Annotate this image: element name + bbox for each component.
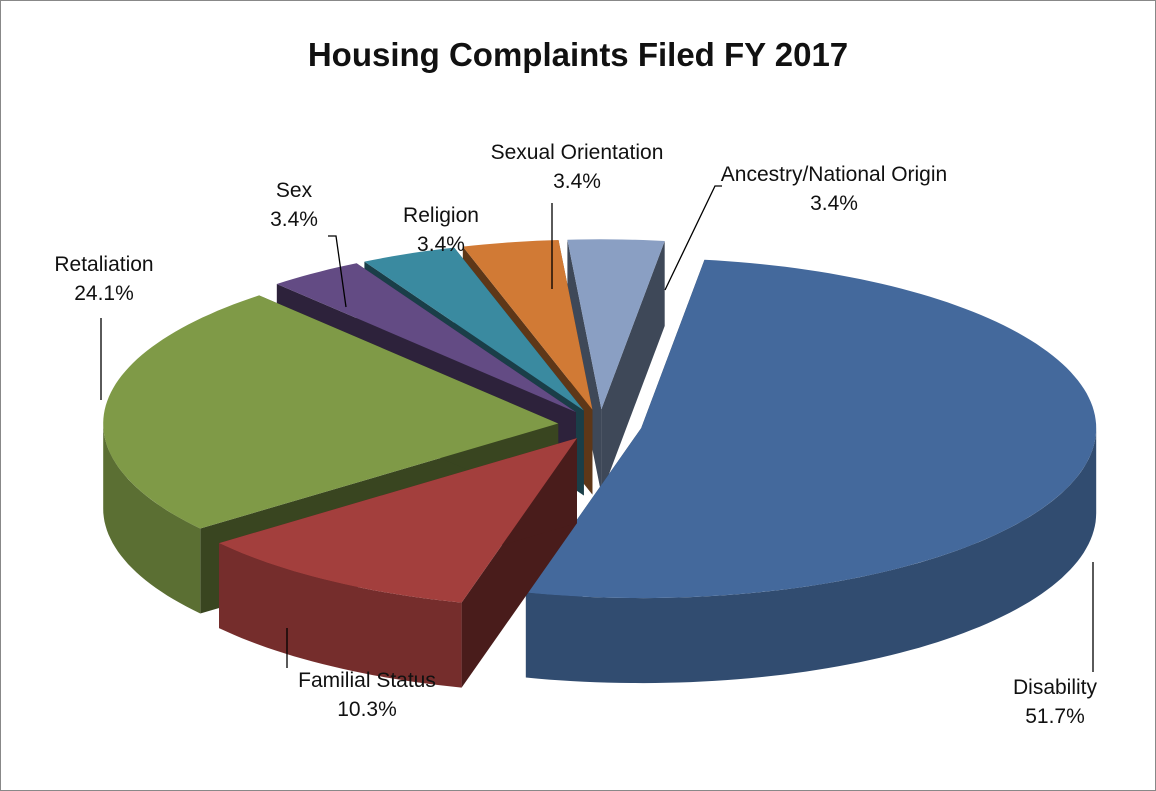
chart-title: Housing Complaints Filed FY 2017: [307, 36, 849, 73]
data-label: Ancestry/National Origin 3.4%: [719, 160, 949, 218]
slice-side: [567, 239, 602, 495]
category-label: Sex: [275, 179, 313, 202]
slice-wall: [525, 428, 1097, 684]
slice-wall: [103, 423, 201, 614]
data-label: Familial Status 10.3%: [298, 666, 436, 724]
value-label: 3.4%: [553, 170, 601, 193]
slice: [219, 438, 577, 603]
data-label: Sexual Orientation 3.4%: [491, 138, 664, 196]
leader-lines: [100, 185, 1094, 672]
value-label: 3.4%: [270, 208, 318, 231]
value-label: 3.4%: [810, 192, 858, 215]
leader-line: [664, 185, 722, 291]
data-label: Religion 3.4%: [403, 201, 479, 259]
slice: [364, 247, 584, 411]
value-label: 3.4%: [417, 233, 465, 256]
slice: [103, 295, 559, 529]
category-label: Ancestry/National Origin: [720, 163, 948, 186]
slice-side: [601, 241, 665, 495]
value-label: 10.3%: [337, 698, 397, 721]
category-label: Familial Status: [298, 669, 436, 692]
category-label: Disability: [1012, 676, 1098, 699]
slice-wall: [219, 543, 462, 688]
data-label: Retaliation 24.1%: [54, 250, 153, 308]
slices: [103, 239, 1097, 688]
data-label: Sex 3.4%: [270, 176, 318, 234]
slice: [462, 240, 593, 410]
value-label: 24.1%: [74, 282, 134, 305]
slice: [276, 263, 576, 413]
slice: [525, 259, 1097, 599]
value-label: 51.7%: [1025, 705, 1085, 728]
slice: [567, 239, 665, 410]
category-label: Sexual Orientation: [490, 141, 664, 164]
data-label: Disability 51.7%: [1013, 673, 1097, 731]
leader-line: [328, 235, 347, 308]
category-label: Religion: [403, 204, 479, 227]
category-label: Retaliation: [54, 253, 154, 276]
